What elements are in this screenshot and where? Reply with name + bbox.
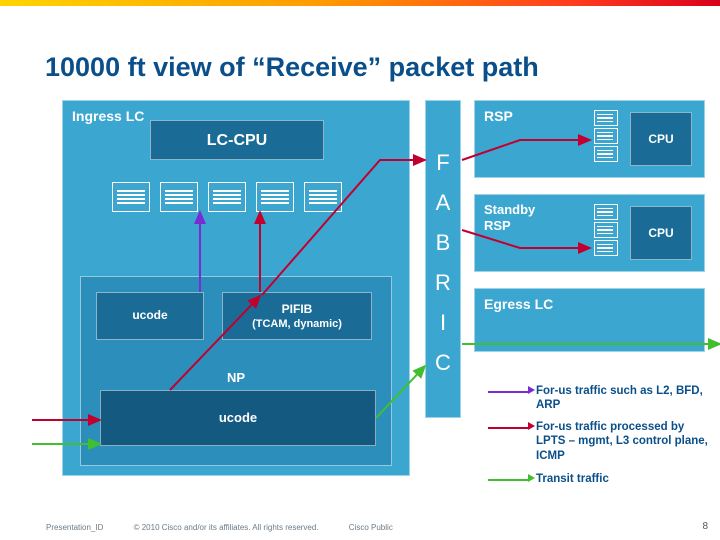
arrow-lpts_diag: [170, 296, 260, 390]
arrow-lpts_to_rsp: [462, 140, 590, 160]
footer-copyright: © 2010 Cisco and/or its affiliates. All …: [134, 523, 319, 532]
footer: Presentation_ID © 2010 Cisco and/or its …: [46, 523, 421, 532]
page-number: 8: [702, 521, 708, 532]
arrow-layer: [0, 100, 720, 500]
arrow-transit_mid: [376, 366, 425, 418]
arrow-lpts_to_stb: [462, 230, 590, 248]
arrow-lpts_cross: [262, 160, 425, 295]
footer-id: Presentation_ID: [46, 523, 103, 532]
gradient-topbar: [0, 0, 720, 6]
slide-title: 10000 ft view of “Receive” packet path: [45, 52, 539, 83]
diagram-stage: Ingress LCLC-CPUucodePIFIB(TCAM, dynamic…: [0, 100, 720, 500]
footer-classification: Cisco Public: [349, 523, 393, 532]
